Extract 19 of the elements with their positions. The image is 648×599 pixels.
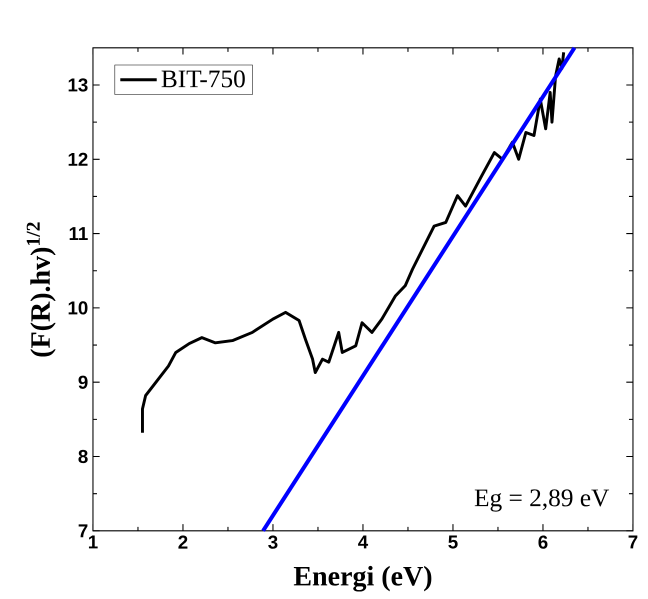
x-tick-label: 6 xyxy=(538,536,548,549)
x-tick-label: 4 xyxy=(358,536,368,548)
x-axis-title: Energi (eV) xyxy=(294,566,432,592)
legend-label: BIT-750 xyxy=(162,70,245,88)
x-tick-label: 1 xyxy=(88,536,98,548)
annotation: Eg = 2,89 eV xyxy=(474,489,610,512)
x-tick-label: 5 xyxy=(448,536,458,549)
y-tick-label: 8 xyxy=(78,450,88,464)
y-tick-label: 10 xyxy=(68,301,88,315)
y-tick-label: 13 xyxy=(68,78,88,92)
x-tick-label: 7 xyxy=(628,536,638,548)
y-tick-label: 7 xyxy=(78,524,88,538)
y-tick-label: 11 xyxy=(70,227,88,240)
y-tick-label: 9 xyxy=(78,376,88,389)
y-axis-title: (F(R).hv)$^{1/2}$ xyxy=(26,222,56,357)
y-tick-label: 12 xyxy=(68,152,88,166)
line-series xyxy=(141,50,566,434)
x-tick-label: 3 xyxy=(268,536,278,549)
x-tick-label: 2 xyxy=(178,536,188,549)
